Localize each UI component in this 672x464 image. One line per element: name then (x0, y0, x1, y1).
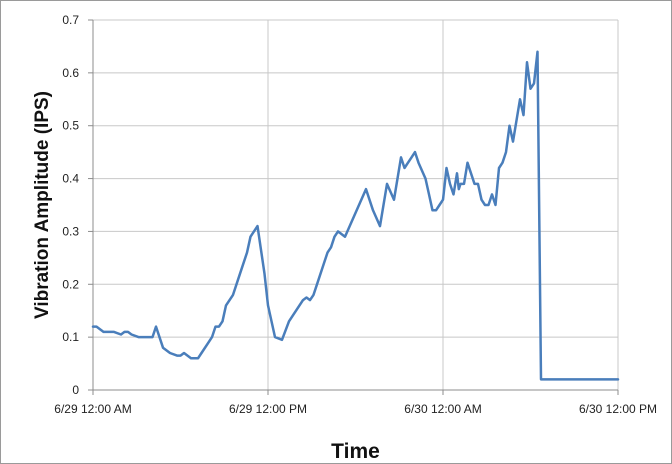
series-layer (91, 50, 620, 381)
x-tick-label: 6/29 12:00 AM (54, 402, 131, 416)
x-tick-label: 6/30 12:00 AM (404, 402, 481, 416)
x-tick-label: 6/29 12:00 PM (229, 402, 307, 416)
y-tick-label: 0.6 (62, 66, 79, 80)
axes (88, 19, 619, 395)
tick-labels: 0 0.1 0.2 0.3 0.4 0.5 0.6 0.7 6/29 12:00 AM 6/29 … (54, 13, 657, 416)
gridlines (93, 19, 619, 390)
x-tick-label: 6/30 12:00 PM (579, 402, 657, 416)
y-axis-title: Vibration Amplitude (IPS) (32, 91, 53, 319)
y-tick-label: 0.2 (62, 277, 79, 291)
y-tick-label: 0.3 (62, 224, 79, 238)
y-tick-label: 0.4 (62, 172, 79, 186)
y-tick-label: 0.1 (62, 330, 79, 344)
y-tick-label: 0 (72, 383, 79, 397)
series-line (91, 50, 620, 381)
x-axis-title: Time (331, 440, 380, 463)
y-tick-label: 0.5 (62, 119, 79, 133)
y-tick-label: 0.7 (62, 13, 79, 27)
